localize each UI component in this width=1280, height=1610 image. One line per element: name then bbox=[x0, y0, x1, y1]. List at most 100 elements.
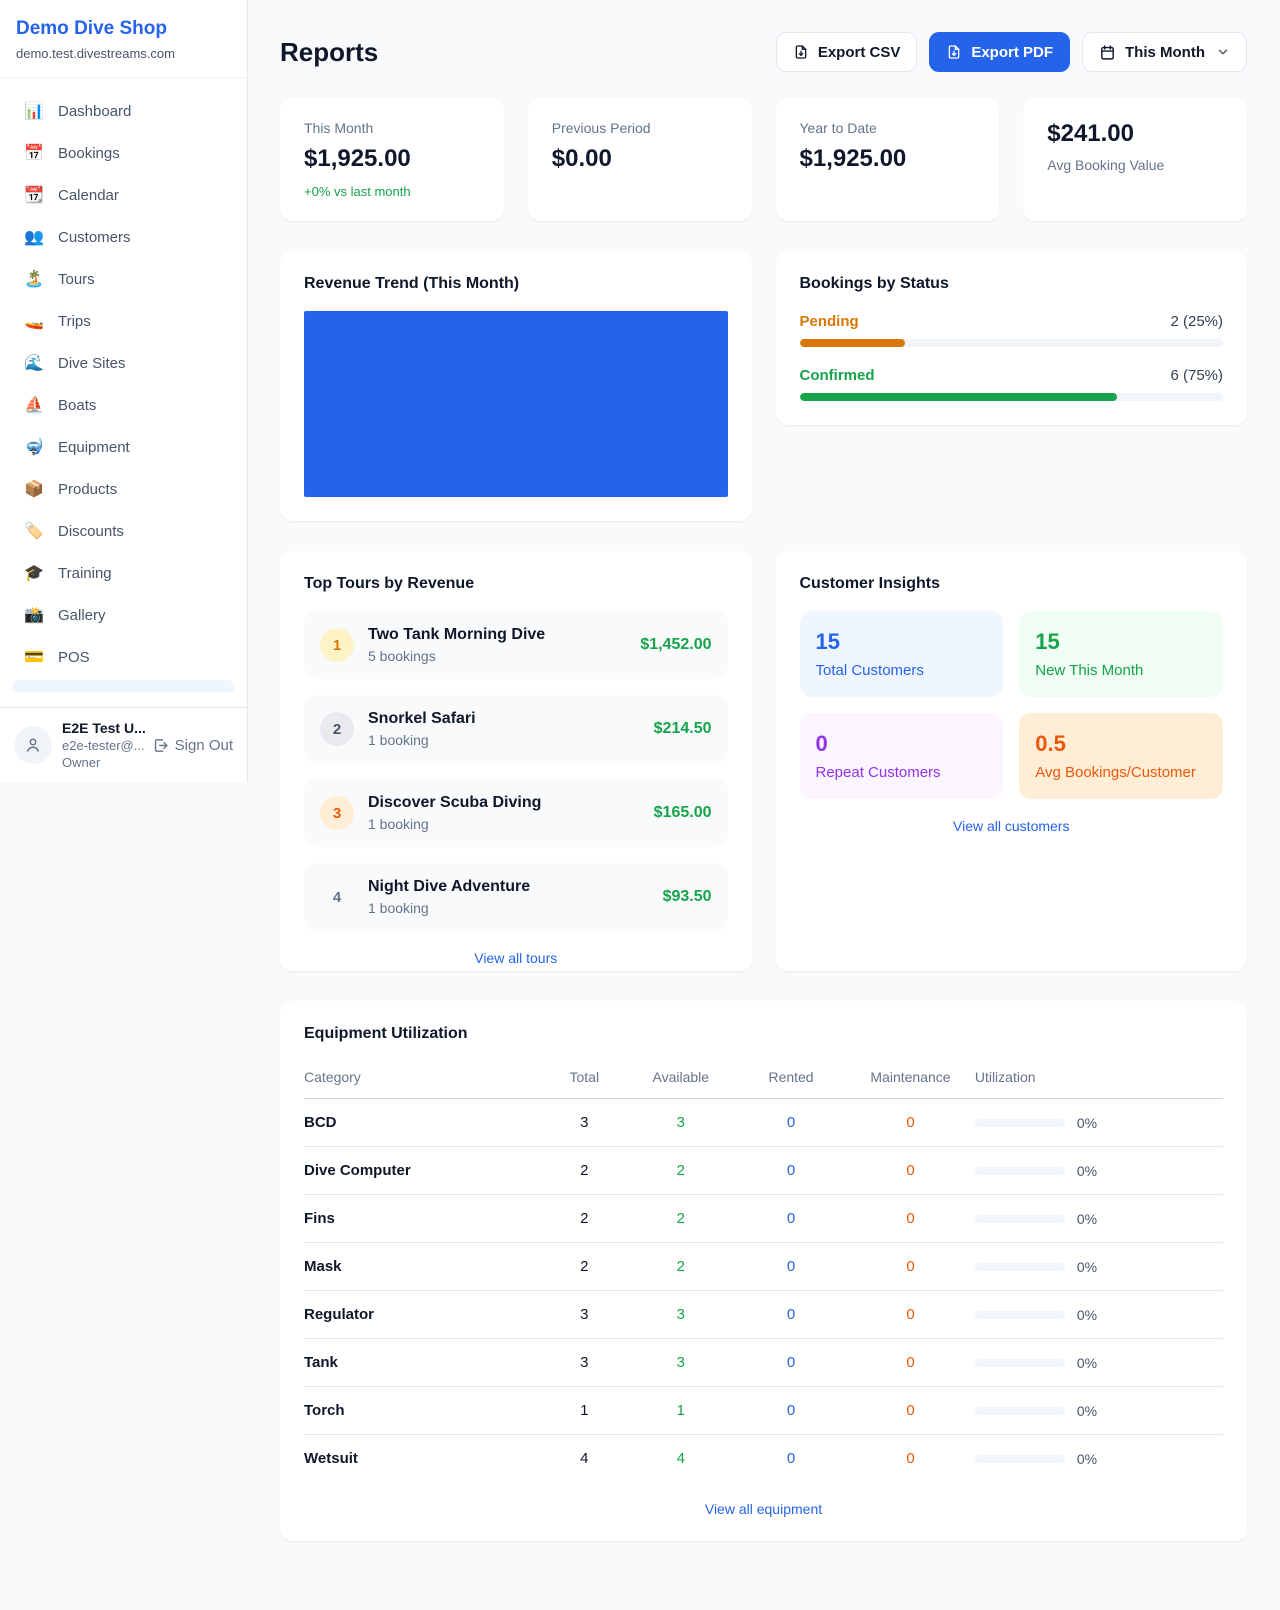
tour-bookings: 1 booking bbox=[368, 900, 429, 916]
cell-maintenance: 0 bbox=[846, 1338, 975, 1387]
table-row: Dive Computer 2 2 0 0 0% bbox=[304, 1146, 1223, 1195]
sidebar-item-equipment[interactable]: 🤿 Equipment bbox=[12, 426, 235, 468]
camera-icon: 📸 bbox=[24, 607, 44, 624]
cell-available: 2 bbox=[625, 1146, 736, 1195]
stat-delta: +0% vs last month bbox=[304, 184, 411, 199]
sign-out-button[interactable]: Sign Out bbox=[152, 737, 233, 754]
header-actions: Export CSV Export PDF This Month bbox=[775, 32, 1247, 72]
sidebar: Demo Dive Shop demo.test.divestreams.com… bbox=[0, 0, 248, 782]
sidebar-item-label: Equipment bbox=[58, 438, 130, 456]
calendar-icon bbox=[1101, 44, 1114, 60]
status-bar-track bbox=[799, 393, 1223, 401]
status-label: Confirmed bbox=[799, 367, 875, 384]
status-bar-fill bbox=[799, 393, 1118, 401]
insight-tile-new-this-month: 15 New This Month bbox=[1019, 611, 1223, 697]
insight-value: 0.5 bbox=[1035, 731, 1066, 756]
cell-rented: 0 bbox=[735, 1386, 847, 1435]
insight-tile-avg-bookings: 0.5 Avg Bookings/Customer bbox=[1019, 713, 1223, 799]
column-header-category: Category bbox=[304, 1055, 543, 1099]
insight-tile-repeat-customers: 0 Repeat Customers bbox=[799, 713, 1004, 799]
utilization-percent: 0% bbox=[1076, 1162, 1098, 1179]
column-header-maintenance: Maintenance bbox=[846, 1055, 975, 1099]
sidebar-item-trips[interactable]: 🚤 Trips bbox=[12, 300, 235, 342]
sidebar-item-gallery[interactable]: 📸 Gallery bbox=[12, 594, 235, 636]
tour-row[interactable]: 3 Discover Scuba Diving 1 booking $165.0… bbox=[304, 779, 728, 847]
customer-insights-card: Customer Insights 15 Total Customers 15 … bbox=[775, 551, 1247, 971]
logout-icon bbox=[154, 738, 168, 752]
top-tours-title: Top Tours by Revenue bbox=[304, 575, 475, 592]
tour-bookings: 1 booking bbox=[368, 732, 429, 748]
user-role: Owner bbox=[62, 755, 101, 770]
file-download-icon bbox=[948, 45, 960, 59]
cell-total: 2 bbox=[542, 1194, 626, 1243]
tour-revenue: $1,452.00 bbox=[640, 636, 712, 653]
table-row: Fins 2 2 0 0 0% bbox=[304, 1194, 1223, 1243]
island-icon: 🏝️ bbox=[24, 271, 44, 288]
revenue-trend-bar bbox=[304, 311, 728, 497]
page-title: Reports bbox=[280, 36, 379, 67]
sidebar-item-label: Bookings bbox=[58, 144, 120, 162]
sidebar-item-products[interactable]: 📦 Products bbox=[12, 468, 235, 510]
stat-value: $0.00 bbox=[551, 145, 612, 172]
tour-row[interactable]: 4 Night Dive Adventure 1 booking $93.50 bbox=[304, 863, 728, 931]
user-footer: E2E Test U... e2e-tester@... Owner Sign … bbox=[0, 707, 247, 782]
sidebar-item-reports-partial[interactable] bbox=[12, 680, 235, 692]
sidebar-item-label: Dive Sites bbox=[58, 354, 126, 372]
tour-name: Discover Scuba Diving bbox=[368, 794, 542, 811]
tour-row[interactable]: 2 Snorkel Safari 1 booking $214.50 bbox=[304, 695, 728, 763]
column-header-total: Total bbox=[542, 1055, 626, 1099]
stat-cards: This Month $1,925.00 +0% vs last month P… bbox=[280, 98, 1247, 221]
sidebar-item-tours[interactable]: 🏝️ Tours bbox=[12, 258, 235, 300]
period-selector[interactable]: This Month bbox=[1082, 32, 1247, 72]
customer-insights-title: Customer Insights bbox=[799, 575, 940, 592]
cell-total: 3 bbox=[542, 1338, 626, 1387]
user-name: E2E Test U... bbox=[62, 720, 146, 736]
cell-category: Torch bbox=[304, 1386, 543, 1435]
cell-available: 3 bbox=[625, 1098, 736, 1147]
revenue-trend-card: Revenue Trend (This Month) bbox=[280, 251, 752, 521]
sidebar-item-pos[interactable]: 💳 POS bbox=[12, 636, 235, 678]
export-csv-button[interactable]: Export CSV bbox=[775, 32, 918, 72]
cell-rented: 0 bbox=[786, 1450, 796, 1467]
table-row: Regulator 3 3 0 0 0% bbox=[304, 1290, 1223, 1339]
sidebar-item-label: Calendar bbox=[58, 186, 119, 204]
customers-icon: 👥 bbox=[24, 229, 44, 246]
view-all-customers-link[interactable]: View all customers bbox=[953, 818, 1070, 834]
cell-maintenance: 0 bbox=[846, 1386, 975, 1435]
sidebar-item-calendar[interactable]: 📆 Calendar bbox=[12, 174, 235, 216]
cell-available: 1 bbox=[625, 1386, 736, 1435]
bookings-calendar-icon: 📅 bbox=[24, 145, 44, 162]
cell-total: 3 bbox=[542, 1098, 626, 1147]
sidebar-item-customers[interactable]: 👥 Customers bbox=[12, 216, 235, 258]
tag-icon: 🏷️ bbox=[24, 523, 44, 540]
rank-badge: 1 bbox=[320, 628, 354, 662]
cell-total: 4 bbox=[580, 1450, 589, 1467]
export-pdf-button[interactable]: Export PDF bbox=[929, 32, 1071, 72]
cell-rented: 0 bbox=[735, 1098, 847, 1147]
sidebar-item-dashboard[interactable]: 📊 Dashboard bbox=[12, 90, 235, 132]
cell-maintenance: 0 bbox=[846, 1290, 975, 1339]
view-all-equipment-link[interactable]: View all equipment bbox=[704, 1501, 823, 1517]
sidebar-item-label: POS bbox=[58, 648, 90, 666]
insight-label: Total Customers bbox=[815, 662, 924, 679]
stat-value: $241.00 bbox=[1047, 120, 1135, 147]
cell-maintenance: 0 bbox=[846, 1098, 975, 1147]
cell-maintenance: 0 bbox=[846, 1146, 975, 1195]
cell-maintenance: 0 bbox=[846, 1194, 975, 1243]
shop-domain: demo.test.divestreams.com bbox=[16, 46, 175, 61]
stat-label: Avg Booking Value bbox=[1047, 157, 1165, 173]
stat-card-this-month: This Month $1,925.00 +0% vs last month bbox=[280, 98, 504, 221]
person-icon bbox=[27, 738, 39, 752]
view-all-tours-link[interactable]: View all tours bbox=[474, 950, 558, 966]
wave-icon: 🌊 bbox=[24, 355, 44, 372]
sidebar-item-discounts[interactable]: 🏷️ Discounts bbox=[12, 510, 235, 552]
sidebar-item-dive-sites[interactable]: 🌊 Dive Sites bbox=[12, 342, 235, 384]
shop-name: Demo Dive Shop bbox=[16, 18, 167, 39]
sidebar-item-bookings[interactable]: 📅 Bookings bbox=[12, 132, 235, 174]
tour-row[interactable]: 1 Two Tank Morning Dive 5 bookings $1,45… bbox=[304, 611, 728, 679]
status-bar-track bbox=[799, 339, 1223, 347]
cell-rented: 0 bbox=[735, 1290, 847, 1339]
dashboard-icon: 📊 bbox=[24, 103, 44, 120]
sidebar-item-training[interactable]: 🎓 Training bbox=[12, 552, 235, 594]
sidebar-item-boats[interactable]: ⛵ Boats bbox=[12, 384, 235, 426]
